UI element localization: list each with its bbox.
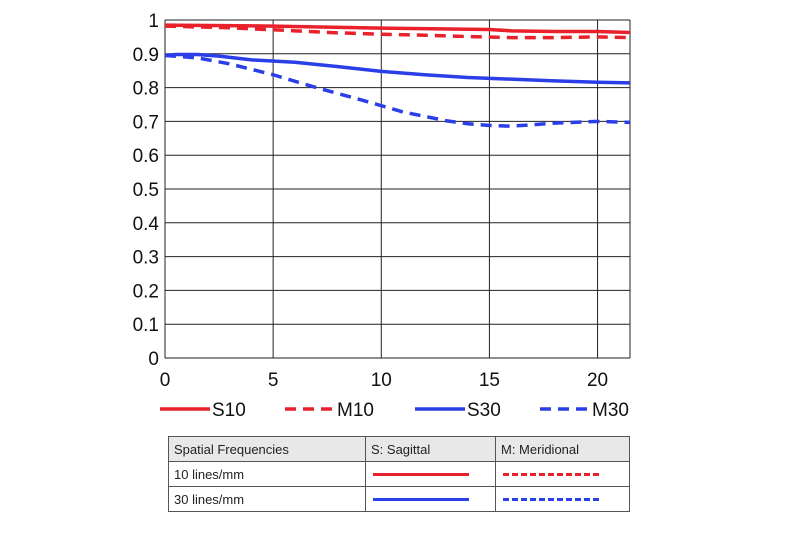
header-spatial-frequencies: Spatial Frequencies bbox=[168, 436, 366, 462]
legend-label-s10: S10 bbox=[212, 400, 246, 421]
swatch-s30 bbox=[373, 497, 469, 501]
swatch-s10-cell bbox=[365, 461, 496, 487]
y-tick-label: 1 bbox=[148, 11, 159, 32]
x-tick-label: 10 bbox=[371, 370, 392, 391]
y-tick-label: 0.9 bbox=[133, 45, 159, 66]
series-lines bbox=[164, 23, 631, 128]
series-line-m10 bbox=[164, 24, 631, 40]
x-tick-label: 0 bbox=[160, 370, 171, 391]
y-tick-labels: 0 0.1 0.2 0.3 0.4 0.5 0.6 0.7 0.8 0.9 1 bbox=[133, 11, 160, 370]
x-tick-label: 15 bbox=[479, 370, 500, 391]
legend-label-s30: S30 bbox=[467, 400, 501, 421]
swatch-m30 bbox=[503, 497, 599, 501]
legend-label-m10: M10 bbox=[337, 400, 374, 421]
y-tick-label: 0.1 bbox=[133, 315, 159, 336]
x-tick-label: 5 bbox=[268, 370, 279, 391]
y-tick-label: 0.4 bbox=[133, 214, 160, 235]
series-line-m30 bbox=[164, 53, 631, 128]
key-table-header-row: Spatial Frequencies S: Sagittal M: Merid… bbox=[168, 436, 630, 462]
row-label-10: 10 lines/mm bbox=[168, 461, 366, 487]
y-tick-label: 0.8 bbox=[133, 79, 159, 100]
y-tick-label: 0 bbox=[148, 349, 159, 370]
y-tick-label: 0.3 bbox=[133, 248, 159, 269]
header-sagittal: S: Sagittal bbox=[365, 436, 496, 462]
x-tick-labels: 0 5 10 15 20 bbox=[160, 370, 608, 391]
swatch-s10 bbox=[373, 472, 469, 476]
key-table-row-30: 30 lines/mm bbox=[168, 486, 630, 512]
key-table-row-10: 10 lines/mm bbox=[168, 461, 630, 487]
row-label-30: 30 lines/mm bbox=[168, 486, 366, 512]
legend-label-m30: M30 bbox=[592, 400, 629, 421]
header-meridional: M: Meridional bbox=[495, 436, 630, 462]
chart-legend: S10 M10 S30 M30 bbox=[160, 400, 629, 421]
y-tick-label: 0.7 bbox=[133, 112, 159, 133]
key-table: Spatial Frequencies S: Sagittal M: Merid… bbox=[168, 436, 630, 512]
swatch-m10 bbox=[503, 472, 599, 476]
swatch-m10-cell bbox=[495, 461, 630, 487]
y-tick-label: 0.6 bbox=[133, 146, 159, 167]
mtf-chart: 0 0.1 0.2 0.3 0.4 0.5 0.6 0.7 0.8 0.9 1 0 5 10 15 20 S… bbox=[133, 11, 631, 421]
series-line-s30 bbox=[164, 52, 631, 85]
series-line-s10 bbox=[164, 23, 631, 35]
y-tick-label: 0.2 bbox=[133, 281, 159, 302]
swatch-m30-cell bbox=[495, 486, 630, 512]
y-tick-label: 0.5 bbox=[133, 180, 159, 201]
swatch-s30-cell bbox=[365, 486, 496, 512]
x-tick-label: 20 bbox=[587, 370, 608, 391]
chart-grid bbox=[164, 19, 631, 359]
